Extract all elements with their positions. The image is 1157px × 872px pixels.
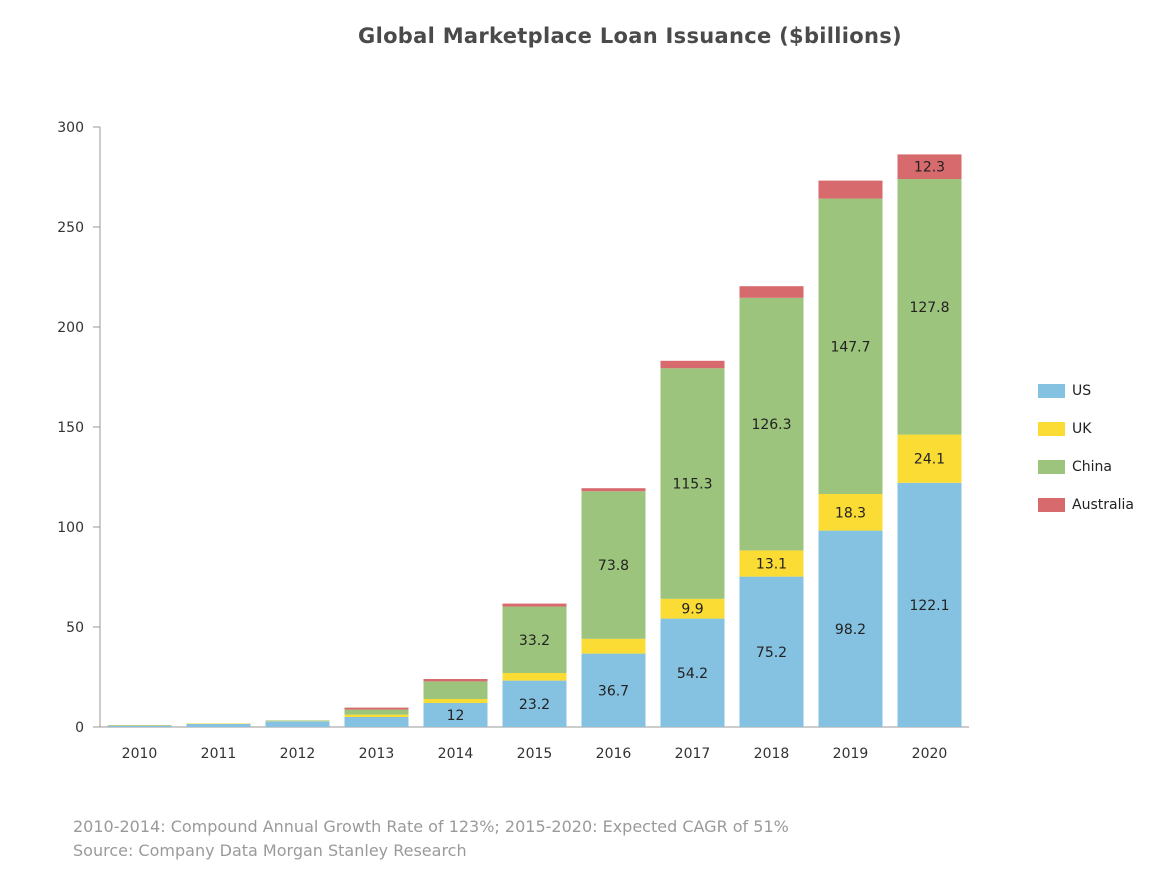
bar-segment-china: [423, 681, 488, 699]
bar-segment-china: [581, 491, 646, 639]
y-tick-label: 50: [66, 620, 84, 636]
bar-segment-australia: [660, 360, 725, 369]
y-tick-label: 100: [57, 520, 84, 536]
bar-segment-us: [897, 482, 962, 727]
y-axis: 0 50 100 150 200 250 300: [57, 120, 101, 736]
data-label: 9.9: [681, 602, 703, 618]
bar-segment-china: [897, 179, 962, 435]
data-label: 147.7: [830, 339, 870, 355]
growth-note: 2010-2014: Compound Annual Growth Rate o…: [73, 817, 789, 836]
source-note: Source: Company Data Morgan Stanley Rese…: [73, 841, 467, 860]
legend-swatch: [1038, 384, 1065, 398]
legend-item-china: China: [1038, 448, 1134, 486]
bar-segment-australia: [897, 154, 962, 179]
bar-segment-uk: [423, 699, 488, 703]
bar-segment-uk: [818, 494, 883, 531]
data-label: 33.2: [519, 633, 550, 649]
data-label: 12: [447, 708, 465, 724]
x-tick-label: 2013: [359, 746, 395, 762]
bar-segment-us: [423, 703, 488, 727]
legend-label: US: [1072, 383, 1092, 399]
data-label: 23.2: [519, 697, 550, 713]
bar-segment-us: [739, 576, 804, 727]
x-tick-label: 2017: [675, 746, 711, 762]
bar-segment-china: [739, 297, 804, 551]
bar-segment-china: [818, 198, 883, 494]
x-tick-label: 2016: [596, 746, 632, 762]
bar-segment-uk: [581, 638, 646, 654]
data-label: 75.2: [756, 645, 787, 661]
x-axis: 2010 2011 2012 2013 2014 2015 2016 2017 2018 2019…: [100, 726, 969, 762]
x-tick-label: 2012: [280, 746, 316, 762]
bar-segment-china: [344, 709, 409, 715]
y-tick-label: 200: [57, 320, 84, 336]
bar-segment-uk: [739, 550, 804, 577]
data-label: 18.3: [835, 505, 866, 521]
data-label: 36.7: [598, 683, 629, 699]
bar-segment-us: [818, 530, 883, 727]
bar-segment-australia: [344, 707, 409, 710]
y-tick-label: 0: [75, 720, 84, 736]
data-label: 12.3: [914, 160, 945, 176]
bar-segment-uk: [186, 723, 251, 724]
legend-label: China: [1072, 459, 1112, 475]
y-tick-label: 300: [57, 120, 84, 136]
legend-label: UK: [1072, 421, 1092, 437]
data-label: 126.3: [751, 417, 791, 433]
data-label: 122.1: [909, 598, 949, 614]
chart-title: Global Marketplace Loan Issuance ($billi…: [358, 24, 902, 48]
legend-label: Australia: [1072, 497, 1134, 513]
bar-segment-us: [581, 653, 646, 727]
bar-segment-us: [265, 721, 330, 727]
bar-segment-australia: [423, 679, 488, 682]
data-label: 73.8: [598, 558, 629, 574]
bar-segment-uk: [660, 598, 725, 619]
data-label: 13.1: [756, 557, 787, 573]
bar-segment-china: [265, 720, 330, 721]
data-label: 24.1: [914, 452, 945, 468]
bar-segment-australia: [581, 488, 646, 492]
legend-item-uk: UK: [1038, 410, 1134, 448]
x-tick-label: 2019: [833, 746, 869, 762]
x-tick-label: 2015: [517, 746, 553, 762]
bar-segment-us: [186, 723, 251, 727]
legend-item-us: US: [1038, 372, 1134, 410]
legend-item-australia: Australia: [1038, 486, 1134, 524]
bar-segment-us: [344, 717, 409, 727]
x-tick-label: 2011: [201, 746, 237, 762]
y-tick-label: 150: [57, 420, 84, 436]
bar-segment-australia: [739, 286, 804, 298]
bar-segment-us: [107, 725, 172, 727]
data-label: 127.8: [909, 300, 949, 316]
bar-segment-australia: [818, 180, 883, 199]
data-label: 98.2: [835, 622, 866, 638]
x-tick-label: 2018: [754, 746, 790, 762]
chart-notes: 2010-2014: Compound Annual Growth Rate o…: [73, 815, 789, 863]
bar-segment-uk: [502, 673, 567, 681]
bar-segment-australia: [502, 603, 567, 607]
bar-segment-uk: [897, 434, 962, 483]
bar-segment-china: [502, 606, 567, 673]
bar-segment-china: [660, 368, 725, 599]
x-tick-label: 2014: [438, 746, 474, 762]
data-label: 54.2: [677, 666, 708, 682]
x-tick-label: 2020: [912, 746, 948, 762]
bars: [107, 154, 962, 727]
legend-swatch: [1038, 498, 1065, 512]
bar-segment-uk: [107, 725, 172, 726]
data-labels: 12 23.2 33.2 36.7 73.8 54.2 9.9 115.3 75.2 13.1 12…: [447, 160, 950, 724]
x-tick-label: 2010: [122, 746, 158, 762]
bar-segment-us: [502, 680, 567, 727]
legend-swatch: [1038, 460, 1065, 474]
bar-segment-us: [660, 618, 725, 727]
data-label: 115.3: [672, 477, 712, 493]
legend: US UK China Australia: [1038, 372, 1134, 524]
y-tick-label: 250: [57, 220, 84, 236]
bar-segment-uk: [344, 714, 409, 717]
legend-swatch: [1038, 422, 1065, 436]
